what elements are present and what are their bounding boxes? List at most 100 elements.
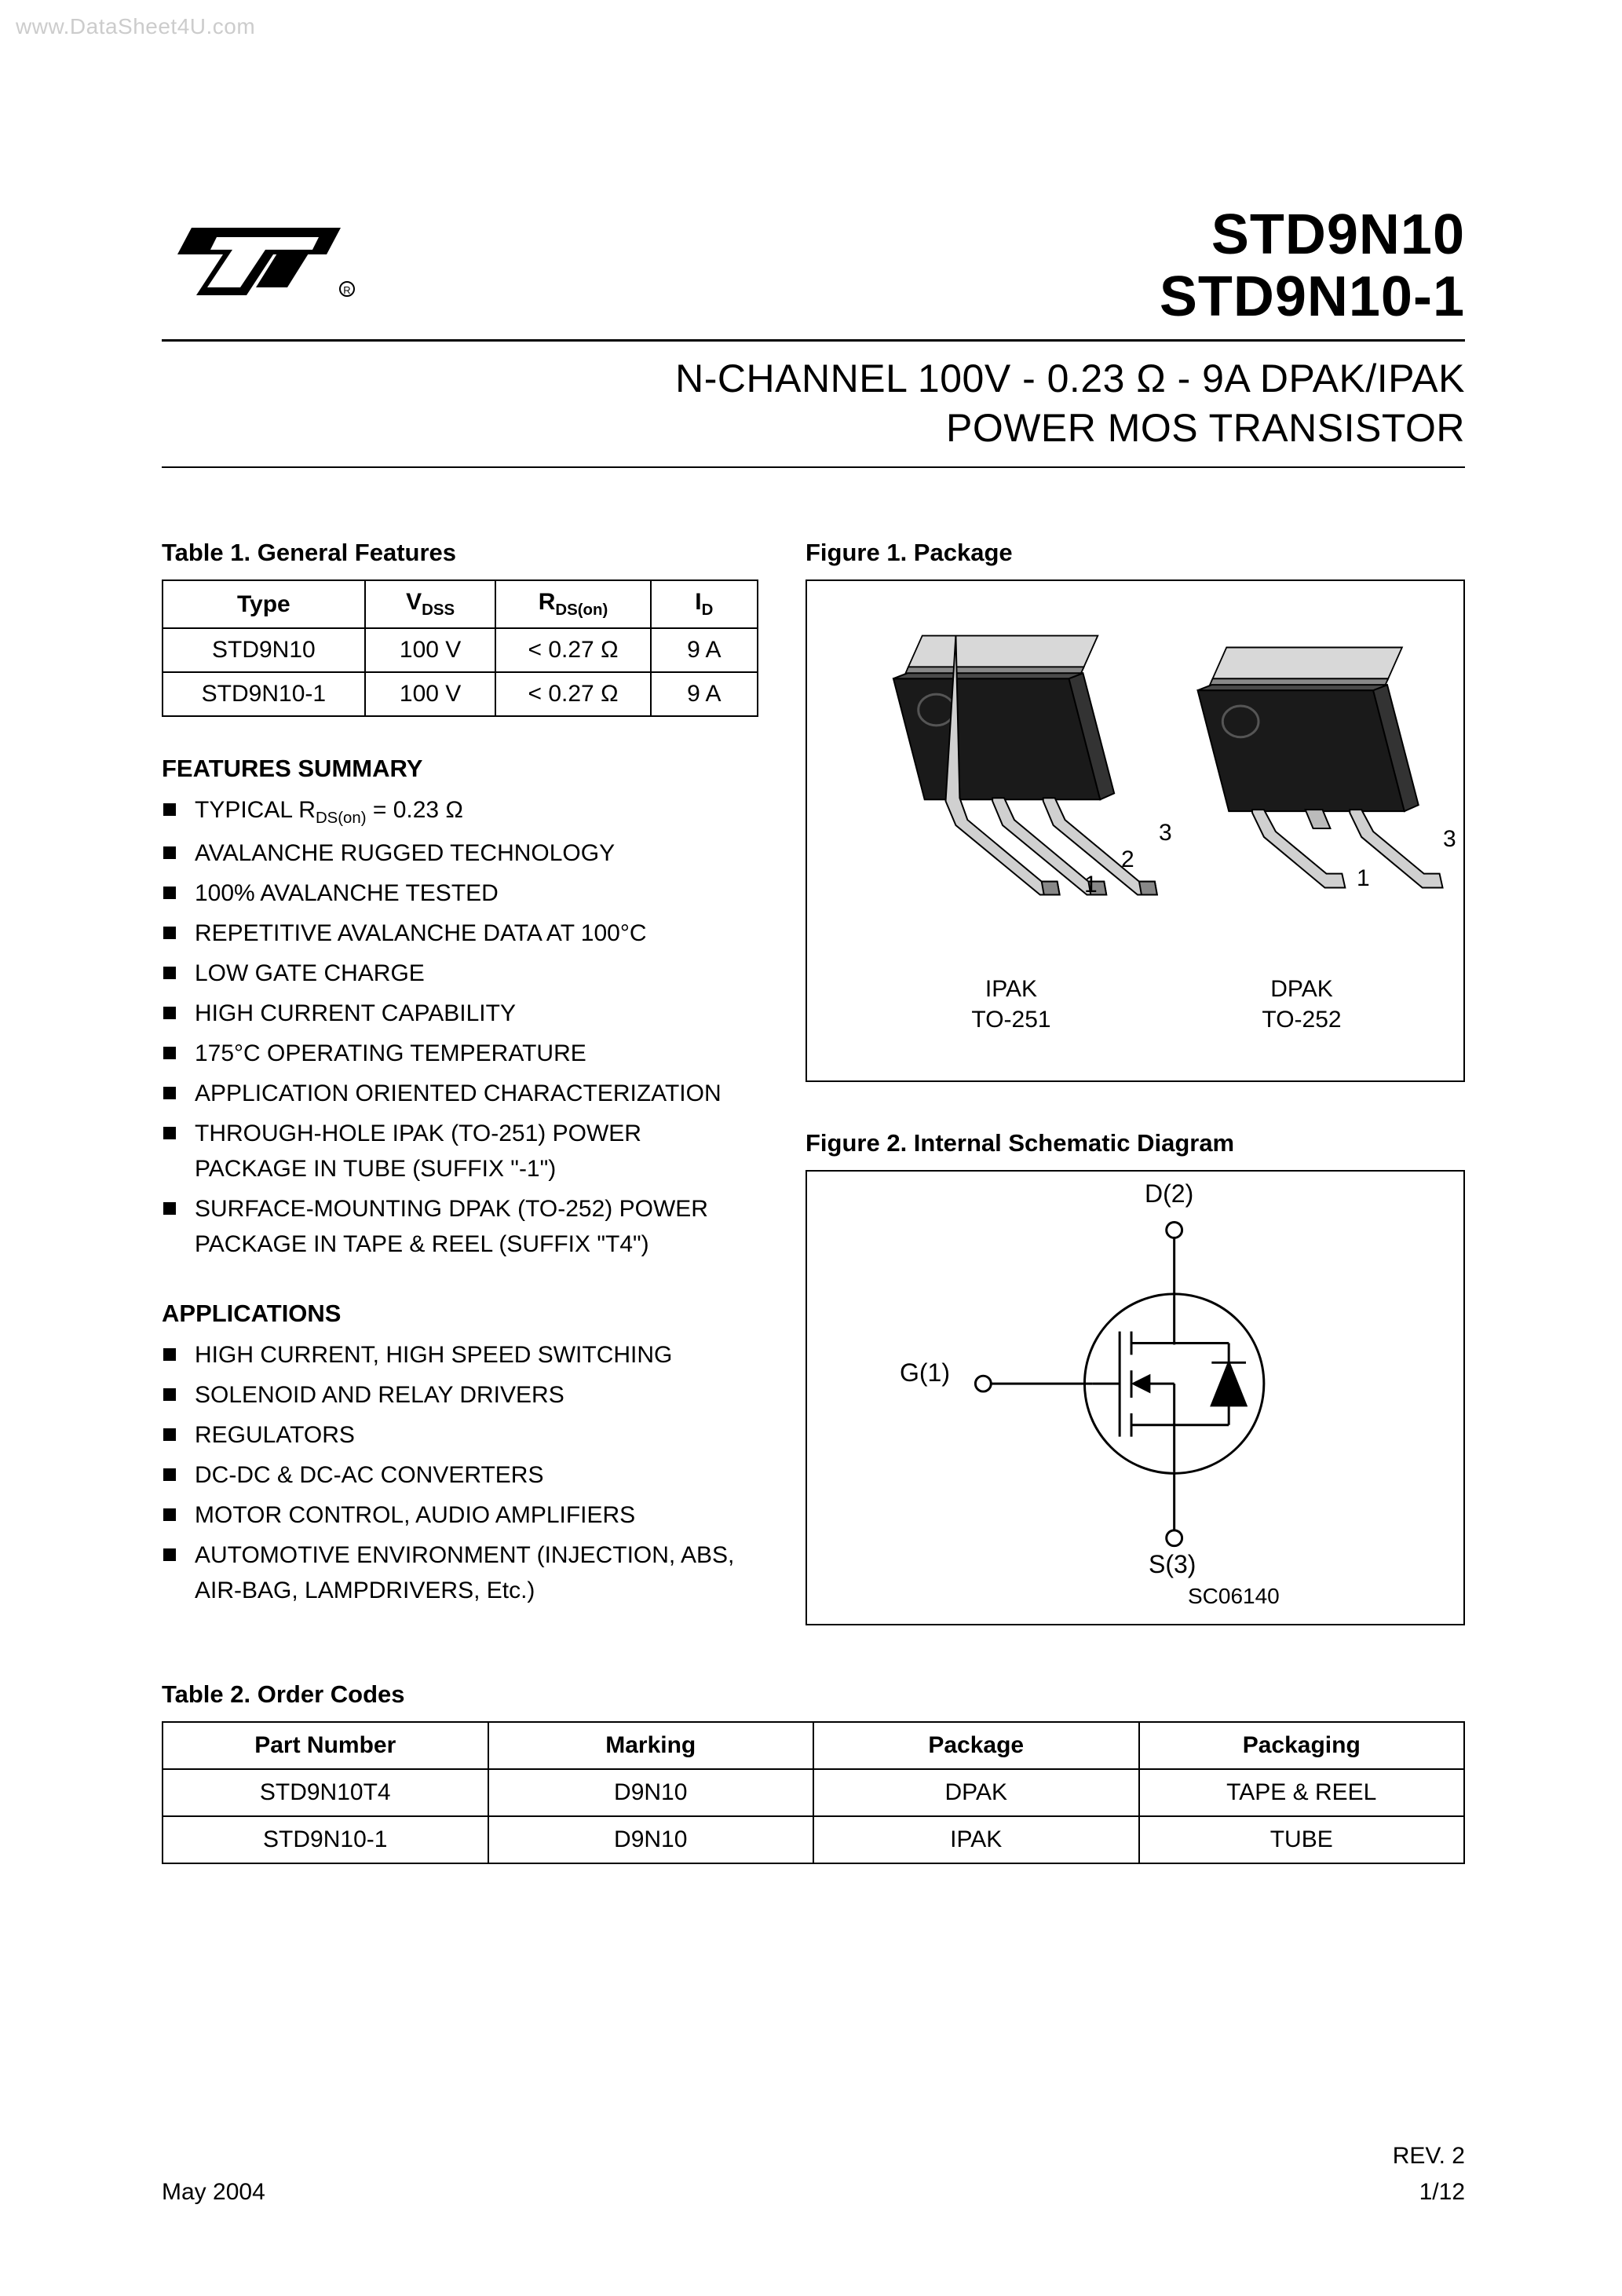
general-features-table: Type VDSS RDS(on) ID STD9N10 100 V < 0.2… (162, 579, 758, 717)
order-codes-section: Table 2. Order Codes Part Number Marking… (162, 1680, 1465, 1864)
part-number-1: STD9N10 (405, 204, 1465, 266)
table-row: Part Number Marking Package Packaging (163, 1722, 1464, 1769)
list-item: TYPICAL RDS(on) = 0.23 Ω (162, 792, 758, 831)
pin-label: 1 (1084, 872, 1098, 898)
schematic-code: SC06140 (1188, 1584, 1280, 1609)
footer-rev: REV. 2 (1393, 2143, 1465, 2170)
list-item: SOLENOID AND RELAY DRIVERS (162, 1377, 758, 1413)
title-cell: STD9N10 STD9N10-1 (405, 204, 1465, 328)
applications-list: HIGH CURRENT, HIGH SPEED SWITCHING SOLEN… (162, 1337, 758, 1608)
right-column: Figure 1. Package (806, 539, 1465, 1625)
order-codes-table: Part Number Marking Package Packaging ST… (162, 1721, 1465, 1864)
logo-cell: R (162, 204, 405, 309)
td: STD9N10T4 (163, 1769, 488, 1816)
table2-caption: Table 2. Order Codes (162, 1680, 1465, 1709)
td: D9N10 (488, 1769, 814, 1816)
table-row: STD9N10T4 D9N10 DPAK TAPE & REEL (163, 1769, 1464, 1816)
drain-label: D(2) (1145, 1179, 1193, 1208)
td: < 0.27 Ω (495, 672, 650, 716)
td: STD9N10-1 (163, 1816, 488, 1863)
subtitle: N-CHANNEL 100V - 0.23 Ω - 9A DPAK/IPAK P… (162, 342, 1465, 468)
th-vdss-main: V (406, 589, 422, 615)
dpak-name: DPAK (1270, 976, 1332, 1002)
th-rds-main: R (539, 589, 556, 615)
ipak-code: TO-251 (971, 1007, 1050, 1033)
th: Package (813, 1722, 1139, 1769)
td: 100 V (365, 672, 496, 716)
footer-date: May 2004 (162, 2179, 265, 2206)
watermark-text: www.DataSheet4U.com (16, 14, 255, 39)
figure2-caption: Figure 2. Internal Schematic Diagram (806, 1129, 1465, 1157)
th-rds: RDS(on) (495, 580, 650, 628)
part-number-2: STD9N10-1 (405, 266, 1465, 328)
content-columns: Table 1. General Features Type VDSS RDS(… (162, 539, 1465, 1625)
list-item: THROUGH-HOLE IPAK (TO-251) POWER PACKAGE… (162, 1116, 758, 1186)
list-item: DC-DC & DC-AC CONVERTERS (162, 1457, 758, 1493)
page-footer: May 2004 REV. 2 1/12 (162, 2143, 1465, 2206)
feat1-post: = 0.23 Ω (367, 797, 463, 823)
table-row: STD9N10 100 V < 0.27 Ω 9 A (163, 628, 758, 672)
list-item: SURFACE-MOUNTING DPAK (TO-252) POWER PAC… (162, 1191, 758, 1262)
pin-label: 3 (1443, 826, 1456, 853)
th-vdss-sub: DSS (422, 601, 455, 619)
th-id-main: I (695, 589, 701, 615)
table-row: Type VDSS RDS(on) ID (163, 580, 758, 628)
th: Marking (488, 1722, 814, 1769)
list-item: 100% AVALANCHE TESTED (162, 876, 758, 911)
th-id: ID (651, 580, 758, 628)
th: Packaging (1139, 1722, 1465, 1769)
td: TUBE (1139, 1816, 1465, 1863)
dpak-code: TO-252 (1262, 1007, 1341, 1033)
td: D9N10 (488, 1816, 814, 1863)
td: < 0.27 Ω (495, 628, 650, 672)
pin-label: 1 (1357, 865, 1370, 892)
td: STD9N10 (163, 628, 365, 672)
th-id-sub: D (702, 601, 714, 619)
ipak-name: IPAK (985, 976, 1037, 1002)
td: 100 V (365, 628, 496, 672)
figure2-wrap: Figure 2. Internal Schematic Diagram (806, 1129, 1465, 1625)
td: STD9N10-1 (163, 672, 365, 716)
feat1-sub: DS(on) (316, 810, 367, 827)
source-label: S(3) (1149, 1550, 1196, 1579)
table-row: STD9N10-1 100 V < 0.27 Ω 9 A (163, 672, 758, 716)
list-item: APPLICATION ORIENTED CHARACTERIZATION (162, 1076, 758, 1111)
left-column: Table 1. General Features Type VDSS RDS(… (162, 539, 758, 1625)
list-item: HIGH CURRENT, HIGH SPEED SWITCHING (162, 1337, 758, 1373)
list-item: LOW GATE CHARGE (162, 956, 758, 991)
th: Part Number (163, 1722, 488, 1769)
svg-text:R: R (343, 284, 350, 296)
td: IPAK (813, 1816, 1139, 1863)
list-item: REGULATORS (162, 1417, 758, 1453)
gate-label: G(1) (900, 1358, 950, 1387)
th-rds-sub: DS(on) (555, 601, 608, 619)
ipak-label: IPAK TO-251 (941, 974, 1082, 1035)
th-type: Type (163, 580, 365, 628)
list-item: HIGH CURRENT CAPABILITY (162, 996, 758, 1031)
td: DPAK (813, 1769, 1139, 1816)
td: 9 A (651, 672, 758, 716)
subtitle-line1: N-CHANNEL 100V - 0.23 Ω - 9A DPAK/IPAK (675, 356, 1465, 400)
figure2-box: D(2) G(1) S(3) SC06140 (806, 1170, 1465, 1625)
figure1-caption: Figure 1. Package (806, 539, 1465, 567)
td: 9 A (651, 628, 758, 672)
st-logo-icon: R (162, 218, 366, 305)
list-item: MOTOR CONTROL, AUDIO AMPLIFIERS (162, 1497, 758, 1533)
page-content: R STD9N10 STD9N10-1 N-CHANNEL 100V - 0.2… (162, 204, 1465, 1864)
table-row: STD9N10-1 D9N10 IPAK TUBE (163, 1816, 1464, 1863)
header-row: R STD9N10 STD9N10-1 (162, 204, 1465, 342)
applications-heading: APPLICATIONS (162, 1300, 758, 1328)
th-vdss: VDSS (365, 580, 496, 628)
footer-page: 1/12 (1419, 2179, 1465, 2205)
schematic-icon (807, 1172, 1463, 1624)
list-item: REPETITIVE AVALANCHE DATA AT 100°C (162, 916, 758, 951)
footer-right: REV. 2 1/12 (1393, 2143, 1465, 2206)
dpak-label: DPAK TO-252 (1231, 974, 1372, 1035)
subtitle-line2: POWER MOS TRANSISTOR (946, 406, 1465, 450)
list-item: AUTOMOTIVE ENVIRONMENT (INJECTION, ABS, … (162, 1537, 758, 1608)
td: TAPE & REEL (1139, 1769, 1465, 1816)
pin-label: 3 (1159, 820, 1172, 846)
list-item: AVALANCHE RUGGED TECHNOLOGY (162, 835, 758, 871)
pin-label: 2 (1121, 846, 1134, 873)
features-heading: FEATURES SUMMARY (162, 755, 758, 783)
